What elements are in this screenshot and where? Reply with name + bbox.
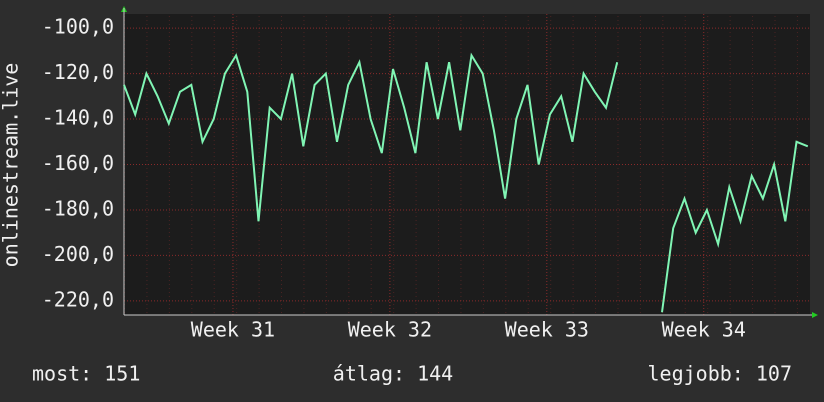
y-tick-label: -140,0 xyxy=(42,106,114,130)
y-tick-label: -220,0 xyxy=(42,287,114,311)
data-line xyxy=(123,52,809,313)
footer-stat: átlag: 144 xyxy=(333,362,453,386)
y-axis-label: onlinestream.live xyxy=(0,63,23,268)
x-tick-label: Week 33 xyxy=(505,318,589,342)
axis-arrow xyxy=(812,312,818,318)
y-tick-label: -100,0 xyxy=(42,15,114,39)
footer-stat: most: 151 xyxy=(32,362,140,386)
y-tick-label: -120,0 xyxy=(42,60,114,84)
x-tick-label: Week 31 xyxy=(191,318,275,342)
y-tick-label: -200,0 xyxy=(42,242,114,266)
y-tick-label: -160,0 xyxy=(42,151,114,175)
x-tick-label: Week 32 xyxy=(348,318,432,342)
footer-stat: legjobb: 107 xyxy=(648,362,793,386)
y-tick-label: -180,0 xyxy=(42,196,114,220)
x-tick-label: Week 34 xyxy=(662,318,746,342)
